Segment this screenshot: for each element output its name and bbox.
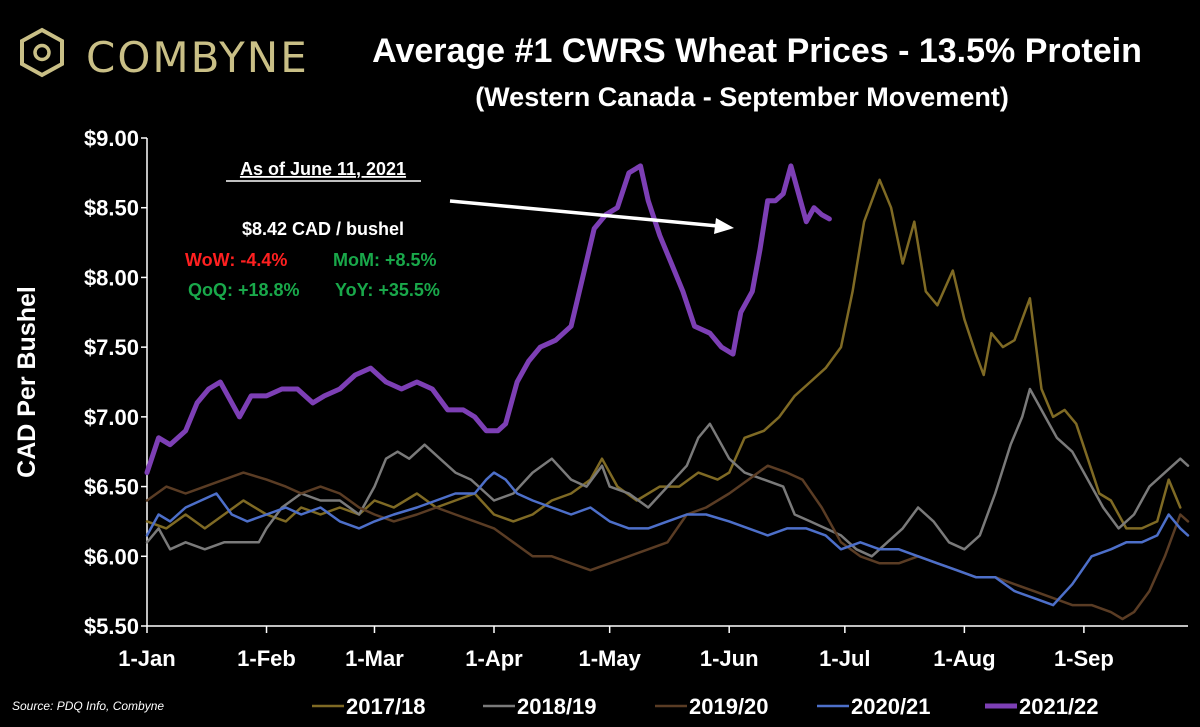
- logo-hexagon-icon: [20, 27, 64, 78]
- y-tick-label: $7.50: [84, 335, 139, 360]
- logo-ring-icon: [33, 43, 51, 62]
- series-layer: [144, 163, 1190, 621]
- mom-label: MoM: +8.5%: [333, 250, 437, 270]
- legend-label: 2020/21: [851, 694, 931, 719]
- series-line-2019-20: [145, 464, 1190, 621]
- chart-subtitle: (Western Canada - September Movement): [475, 82, 1009, 112]
- brand-name: COMBYNE: [86, 33, 309, 82]
- legend-label: 2018/19: [517, 694, 597, 719]
- x-tick-label: 1-Jan: [118, 646, 175, 671]
- yoy-label: YoY: +35.5%: [335, 280, 440, 300]
- chart-title: Average #1 CWRS Wheat Prices - 13.5% Pro…: [372, 32, 1142, 70]
- x-tick-label: 1-Mar: [345, 646, 404, 671]
- callout-arrow: [449, 199, 734, 234]
- axes: $5.50 $6.00 $6.50 $7.00 $7.50 $8.00 $8.50 $9.00…: [84, 126, 1188, 671]
- price-annotation: As of June 11, 2021 $8.42 CAD / bushel W…: [185, 159, 734, 300]
- x-tick-label: 1-Feb: [237, 646, 296, 671]
- x-tick-label: 1-Jul: [819, 646, 870, 671]
- y-tick-label: $6.50: [84, 475, 139, 500]
- price-label: $8.42 CAD / bushel: [242, 219, 404, 239]
- series-line-2020-21: [145, 471, 1190, 607]
- source-note: Source: PDQ Info, Combyne: [12, 699, 164, 713]
- y-tick-label: $8.50: [84, 196, 139, 221]
- legend: 2017/18 2018/19 2019/20 2020/21 2021/22: [312, 694, 1099, 719]
- asof-label: As of June 11, 2021: [240, 159, 406, 179]
- x-tick-label: 1-Jun: [700, 646, 759, 671]
- legend-label: 2019/20: [689, 694, 769, 719]
- wow-label: WoW: -4.4%: [185, 250, 287, 270]
- y-tick-label: $6.00: [84, 544, 139, 569]
- y-tick-label: $9.00: [84, 126, 139, 151]
- x-tick-label: 1-May: [578, 646, 641, 671]
- series-line-2018-19: [145, 387, 1190, 558]
- x-tick-label: 1-Aug: [933, 646, 995, 671]
- x-tick-label: 1-Apr: [465, 646, 523, 671]
- y-tick-label: $5.50: [84, 614, 139, 639]
- y-axis-label: CAD Per Bushel: [13, 286, 41, 478]
- y-tick-label: $8.00: [84, 265, 139, 290]
- arrowhead-icon: [714, 218, 734, 234]
- series-line-2021-22: [144, 163, 832, 476]
- legend-label: 2017/18: [346, 694, 426, 719]
- qoq-label: QoQ: +18.8%: [188, 280, 300, 300]
- legend-label: 2021/22: [1019, 694, 1099, 719]
- combyne-logo: COMBYNE: [20, 27, 309, 82]
- x-tick-label: 1-Sep: [1054, 646, 1114, 671]
- y-tick-label: $7.00: [84, 405, 139, 430]
